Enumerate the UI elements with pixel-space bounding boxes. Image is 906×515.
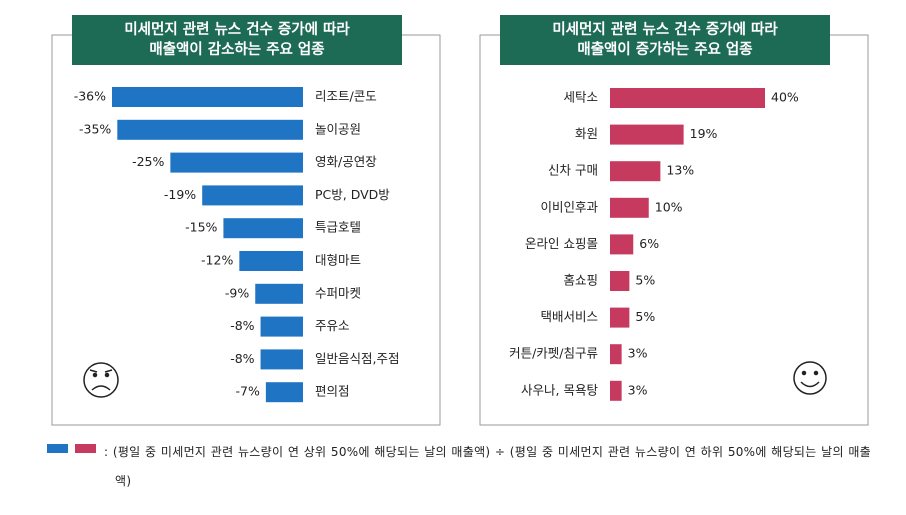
- bar: [117, 119, 303, 140]
- bar: [610, 88, 765, 108]
- note: : (평일 중 미세먼지 관련 뉴스량이 연 상위 50%에 해당되는 날의 매…: [104, 445, 871, 488]
- bar: [610, 344, 622, 365]
- value-label: 6%: [639, 236, 659, 251]
- chart-title: 매출액이 감소하는 주요 업종: [149, 40, 324, 58]
- category-label: 일반음식점,주점: [315, 351, 399, 366]
- value-label: 10%: [655, 199, 683, 214]
- bar: [610, 234, 634, 255]
- category-label: 특급호텔: [315, 220, 361, 235]
- value-label: 5%: [635, 273, 655, 288]
- legend-swatch: [75, 444, 96, 453]
- value-label: -8%: [230, 318, 254, 333]
- title-tab: [500, 15, 830, 65]
- value-label: 3%: [628, 382, 648, 397]
- bar: [112, 87, 303, 107]
- category-label: 놀이공원: [315, 121, 361, 136]
- category-label: 리조트/콘도: [315, 89, 377, 104]
- value-label: -25%: [132, 154, 164, 169]
- value-label: -15%: [185, 220, 217, 235]
- bar: [610, 124, 684, 145]
- category-label: 온라인 쇼핑몰: [525, 236, 598, 251]
- value-label: 40%: [771, 90, 799, 105]
- title-tab: [72, 15, 402, 65]
- category-label: PC방, DVD방: [315, 187, 390, 202]
- bar: [255, 283, 303, 304]
- category-label: 주유소: [315, 318, 350, 333]
- bar: [265, 382, 303, 403]
- chart-title: 매출액이 증가하는 주요 업종: [577, 40, 752, 58]
- legend-swatch: [47, 444, 68, 453]
- category-label: 세탁소: [563, 90, 598, 105]
- bar: [239, 251, 303, 271]
- category-label: 택배서비스: [540, 309, 598, 324]
- bar: [610, 271, 630, 291]
- category-label: 사우나, 목욕탕: [521, 382, 598, 397]
- bar: [610, 307, 630, 328]
- value-label: 19%: [690, 126, 718, 141]
- bar: [202, 185, 303, 206]
- value-label: -36%: [74, 89, 106, 104]
- value-label: 3%: [628, 346, 648, 361]
- bar: [610, 161, 661, 182]
- category-label: 홈쇼핑: [563, 273, 598, 288]
- category-label: 수퍼마켓: [315, 285, 361, 300]
- bar: [610, 380, 622, 401]
- frown-face: [83, 362, 119, 398]
- category-label: 신차 구매: [548, 163, 598, 178]
- bar: [260, 316, 303, 337]
- bar: [170, 152, 303, 173]
- value-label: -9%: [225, 285, 249, 300]
- value-label: -35%: [79, 121, 111, 136]
- category-label: 커튼/카펫/침구류: [509, 346, 598, 361]
- bar: [223, 218, 303, 239]
- value-label: -8%: [230, 351, 254, 366]
- value-label: 13%: [666, 163, 694, 178]
- category-label: 이비인후과: [540, 199, 598, 214]
- bar: [260, 349, 303, 370]
- chart-title: 미세먼지 관련 뉴스 건수 증가에 따라: [124, 20, 350, 38]
- category-label: 대형마트: [315, 253, 361, 268]
- value-label: -12%: [201, 253, 233, 268]
- smile-face: [793, 361, 827, 395]
- chart-title: 미세먼지 관련 뉴스 건수 증가에 따라: [552, 20, 778, 38]
- value-label: -19%: [164, 187, 196, 202]
- category-label: 영화/공연장: [315, 154, 377, 169]
- value-label: -7%: [236, 384, 260, 399]
- category-label: 화원: [575, 126, 598, 141]
- category-label: 편의점: [315, 384, 350, 399]
- bar: [610, 197, 649, 218]
- value-label: 5%: [635, 309, 655, 324]
